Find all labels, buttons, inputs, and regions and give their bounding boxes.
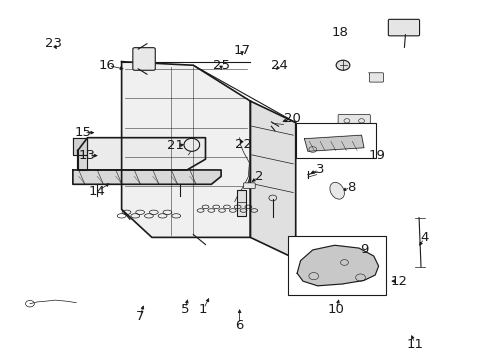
Bar — [295, 123, 375, 158]
Polygon shape — [297, 245, 378, 286]
Text: 1: 1 — [199, 303, 207, 316]
Polygon shape — [250, 101, 295, 259]
Text: 19: 19 — [368, 149, 385, 162]
Text: 7: 7 — [135, 310, 143, 324]
Text: 13: 13 — [79, 149, 96, 162]
Text: 23: 23 — [45, 37, 61, 50]
Polygon shape — [78, 138, 87, 170]
Polygon shape — [78, 138, 205, 170]
Text: 2: 2 — [254, 170, 263, 183]
FancyBboxPatch shape — [368, 73, 383, 82]
Text: 24: 24 — [271, 59, 287, 72]
Text: 14: 14 — [89, 185, 105, 198]
Text: 15: 15 — [74, 126, 91, 139]
Text: 12: 12 — [390, 275, 407, 288]
Text: 4: 4 — [420, 231, 428, 244]
Bar — [288, 235, 385, 295]
Circle shape — [335, 60, 349, 70]
FancyBboxPatch shape — [337, 114, 369, 127]
Polygon shape — [73, 138, 87, 155]
FancyBboxPatch shape — [243, 183, 255, 189]
Polygon shape — [73, 170, 221, 184]
FancyBboxPatch shape — [387, 19, 419, 36]
Text: 18: 18 — [330, 27, 347, 40]
Text: 25: 25 — [212, 59, 229, 72]
Text: 10: 10 — [327, 303, 344, 316]
Text: 9: 9 — [359, 243, 367, 256]
Bar — [236, 190, 246, 216]
Text: 22: 22 — [235, 138, 251, 151]
Text: 20: 20 — [283, 112, 300, 125]
Text: 21: 21 — [166, 139, 183, 152]
FancyBboxPatch shape — [133, 48, 155, 70]
Polygon shape — [122, 62, 250, 237]
Polygon shape — [304, 135, 363, 151]
Text: 5: 5 — [181, 303, 189, 316]
Text: 16: 16 — [99, 59, 115, 72]
Text: 17: 17 — [233, 44, 250, 57]
Ellipse shape — [329, 183, 344, 199]
Text: 6: 6 — [235, 319, 244, 332]
Text: 3: 3 — [315, 163, 324, 176]
Text: 11: 11 — [406, 338, 423, 351]
Text: 8: 8 — [347, 181, 355, 194]
